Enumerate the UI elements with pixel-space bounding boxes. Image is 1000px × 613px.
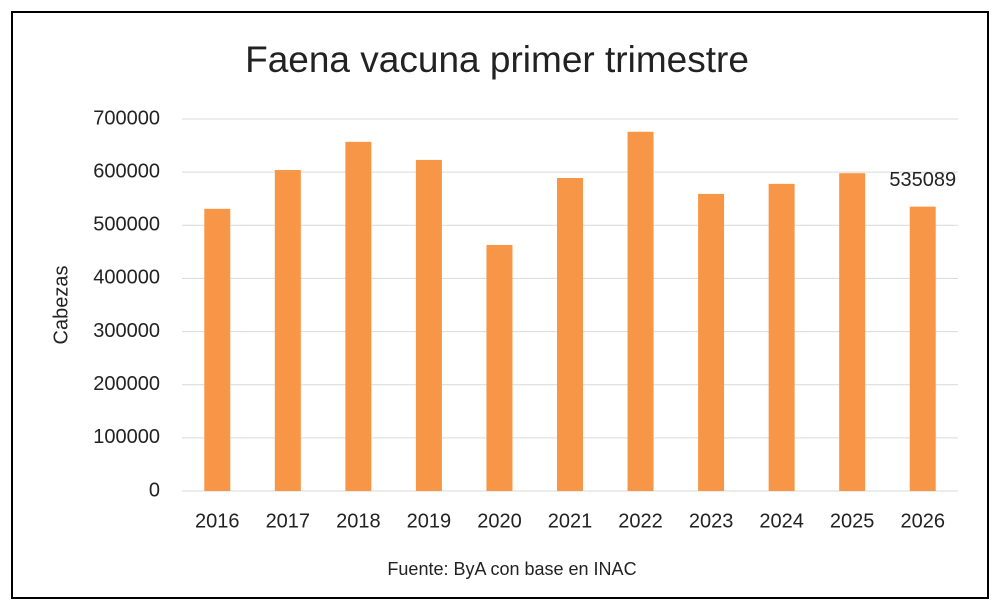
bar <box>345 141 372 491</box>
bar <box>274 170 301 491</box>
x-tick-label: 2022 <box>618 510 663 532</box>
bar <box>768 183 795 491</box>
y-tick-label: 200000 <box>93 373 160 395</box>
x-tick-label: 2026 <box>900 510 945 532</box>
chart-title: Faena vacuna primer trimestre <box>245 39 749 80</box>
y-tick-label: 300000 <box>93 320 160 342</box>
x-tick-label: 2025 <box>830 510 875 532</box>
y-axis-label: Cabezas <box>50 266 72 345</box>
data-label: 535089 <box>889 169 956 191</box>
y-tick-label: 700000 <box>93 107 160 129</box>
source-note: Fuente: ByA con base en INAC <box>387 559 636 579</box>
x-tick-label: 2020 <box>477 510 522 532</box>
x-tick-label: 2018 <box>336 510 381 532</box>
bar <box>909 206 936 491</box>
y-tick-label: 500000 <box>93 214 160 236</box>
bar <box>839 173 866 491</box>
x-tick-label: 2017 <box>266 510 311 532</box>
x-tick-label: 2023 <box>689 510 734 532</box>
bar <box>415 159 442 492</box>
bar <box>698 193 725 491</box>
y-tick-label: 100000 <box>93 426 160 448</box>
y-tick-label: 0 <box>149 479 160 501</box>
bar <box>204 208 231 491</box>
x-tick-label: 2019 <box>407 510 452 532</box>
x-tick-label: 2016 <box>195 510 240 532</box>
y-tick-label: 600000 <box>93 160 160 182</box>
y-tick-label: 400000 <box>93 267 160 289</box>
bar <box>627 131 654 492</box>
x-tick-label: 2021 <box>548 510 593 532</box>
bar <box>557 177 583 491</box>
x-tick-label: 2024 <box>759 510 804 532</box>
bar <box>486 244 513 491</box>
